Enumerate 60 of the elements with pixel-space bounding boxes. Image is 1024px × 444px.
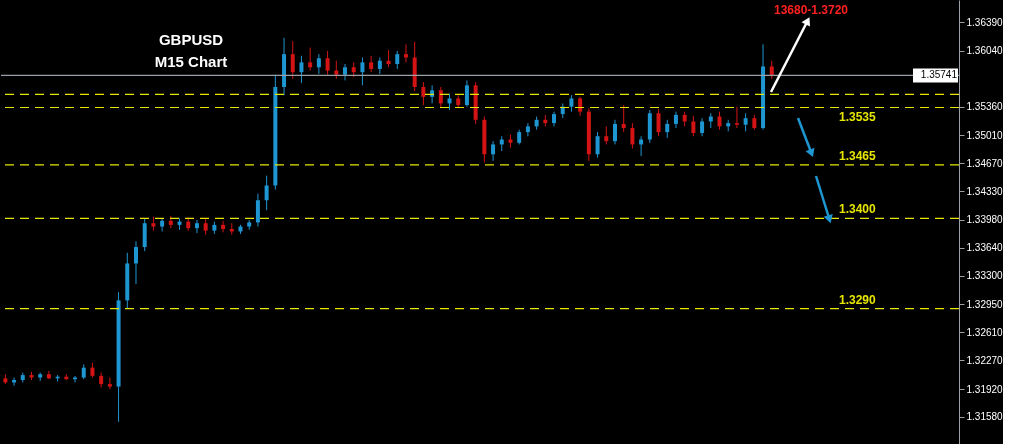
candlestick	[107, 377, 112, 390]
y-tick-label: 1.31920	[966, 383, 1004, 395]
ref-line-label: 1.3400	[839, 202, 877, 217]
candlestick	[769, 60, 774, 80]
candlestick	[421, 81, 426, 106]
candlestick	[700, 117, 705, 137]
y-tick-label: 1.32270	[966, 354, 1004, 366]
candlestick	[734, 106, 739, 129]
ref-line-label: 1.3290	[839, 292, 877, 307]
candlestick	[316, 53, 321, 75]
candlestick	[464, 79, 469, 108]
ref-line-label: 1.3465	[839, 148, 877, 163]
candlestick	[621, 104, 626, 133]
y-tick-label: 1.31580	[966, 411, 1004, 423]
candlestick	[665, 119, 670, 139]
candlestick	[255, 193, 260, 228]
text: GBPUSD	[158, 31, 224, 48]
candlestick	[438, 86, 443, 109]
candlestick	[525, 122, 530, 137]
candlestick	[369, 55, 374, 73]
candlestick	[604, 125, 609, 145]
candlestick	[142, 217, 147, 252]
text: M15 Chart	[154, 53, 228, 70]
candlestick	[325, 50, 330, 76]
candlestick	[612, 119, 617, 145]
candlestick	[395, 50, 400, 70]
y-tick-label: 1.35010	[966, 129, 1004, 141]
candlestick	[221, 220, 226, 233]
candlestick	[360, 56, 365, 86]
y-tick-label: 1.33980	[966, 214, 1004, 226]
candlestick	[264, 175, 269, 211]
annotation: 13680-1.3720	[773, 3, 849, 17]
ref-line-label: 1.3535	[839, 109, 877, 124]
y-tick-label: 1.32950	[966, 298, 1004, 310]
y-tick-label: 1.33640	[966, 242, 1004, 254]
candlestick	[743, 112, 748, 132]
candlestick	[691, 115, 696, 137]
candlestick	[160, 217, 165, 232]
y-tick-label: 1.32610	[966, 326, 1004, 338]
ref-line-label: 1.35741	[920, 69, 958, 81]
candlestick	[595, 131, 600, 159]
candlestick	[299, 55, 304, 84]
candlestick	[290, 40, 295, 80]
candlestick	[194, 219, 199, 234]
y-tick-label: 1.36040	[966, 45, 1004, 57]
candlestick	[46, 370, 51, 380]
candlestick	[630, 122, 635, 150]
candlestick	[334, 60, 339, 80]
y-tick-label: 1.36390	[966, 16, 1004, 28]
candlestick	[717, 111, 722, 131]
candlestick	[656, 108, 661, 137]
y-tick-label: 1.34670	[966, 157, 1004, 169]
candlestick	[403, 43, 408, 63]
candlestick	[430, 84, 435, 104]
candlestick	[133, 240, 138, 285]
candlestick	[491, 140, 496, 162]
y-tick-label: 1.33300	[966, 270, 1004, 282]
y-tick-label: 1.34330	[966, 185, 1004, 197]
y-tick-label: 1.35360	[966, 101, 1004, 113]
candlestick	[308, 47, 313, 72]
